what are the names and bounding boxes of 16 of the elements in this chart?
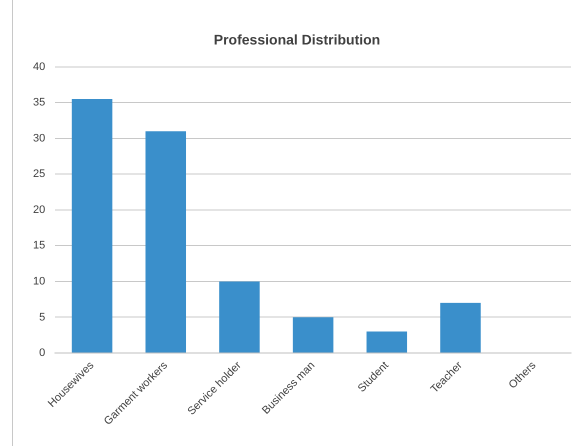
y-tick-label: 20 xyxy=(32,204,46,216)
bar xyxy=(292,317,334,353)
bar xyxy=(219,281,260,353)
bar xyxy=(440,302,481,353)
y-tick-label: 10 xyxy=(32,275,46,288)
y-tick-label: 15 xyxy=(32,240,46,252)
bar xyxy=(145,131,186,353)
y-tick-label: 0 xyxy=(39,347,46,360)
y-tick-label: 35 xyxy=(32,96,46,109)
bar xyxy=(72,99,112,353)
bar xyxy=(366,332,408,353)
y-tick-label: 5 xyxy=(39,311,46,324)
y-tick-label: 40 xyxy=(32,60,46,73)
y-tick-label: 30 xyxy=(32,132,46,144)
y-tick-label: 25 xyxy=(32,168,46,180)
chart-title: Professional Distribution xyxy=(214,31,380,48)
